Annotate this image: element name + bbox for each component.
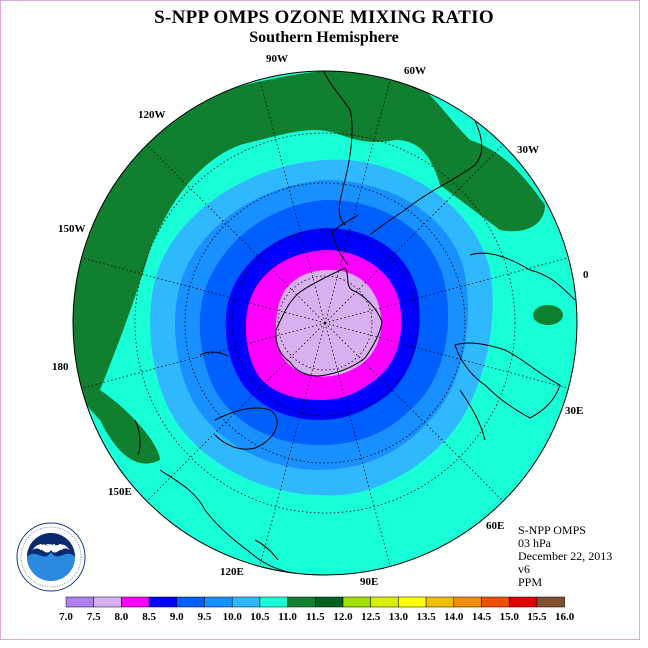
map-boundary [72,70,578,576]
colorbar-label: 14.5 [472,611,492,623]
map-subtitle: Southern Hemisphere [249,29,399,46]
colorbar-box [508,596,538,608]
colorbar-label: 7.0 [59,611,73,623]
lon-label-120w: 120W [138,109,166,121]
colorbar-box [342,596,371,608]
colorbar-label: 9.0 [170,611,184,623]
colorbar-box [121,596,150,608]
info-version: v6 [518,562,530,576]
colorbar-box [315,596,344,608]
figure-frame [0,0,640,640]
lon-label-150w: 150W [58,223,86,235]
colorbar-label: 10.5 [250,611,270,623]
colorbar-box [398,596,427,608]
noaa-logo-text: NOAA [39,543,63,552]
colorbar-box [425,596,455,608]
colorbar-label: 15.5 [527,611,547,623]
lon-label-120e: 120E [220,566,244,578]
colorbar-label: 11.0 [278,611,297,623]
colorbar-label: 12.0 [333,611,353,623]
colorbar-label: 12.5 [361,611,381,623]
colorbar-box [176,596,205,608]
colorbar-box [65,596,94,608]
colorbar-label: 8.5 [142,611,156,623]
colorbar-label: 13.0 [389,611,409,623]
colorbar-box [259,596,288,608]
lon-label-150e: 150E [108,486,132,498]
colorbar-label: 13.5 [416,611,436,623]
lon-label-90w: 90W [266,53,288,65]
colorbar-box [148,596,178,608]
lon-label-60w: 60W [404,65,426,77]
colorbar-box [287,596,316,608]
info-instrument: S-NPP OMPS [518,523,586,537]
ozone-band-11-5 [73,71,545,464]
lon-label-30w: 30W [517,144,539,156]
colorbar-label: 9.5 [198,611,212,623]
colorbar-label: 10.0 [223,611,243,623]
colorbar-box [231,596,261,608]
colorbar-label: 8.0 [115,611,129,623]
map-title: S-NPP OMPS OZONE MIXING RATIO [154,7,494,28]
colorbar-label: 14.0 [444,611,464,623]
info-date: December 22, 2013 [518,549,613,563]
colorbar-box [453,596,482,608]
colorbar-box [536,596,565,608]
colorbar-label: 16.0 [555,611,575,623]
lon-label-60e: 60E [486,520,504,532]
colorbar-box [204,596,233,608]
colorbar-box [481,596,510,608]
colorbar-box [370,596,399,608]
lon-label-30e: 30E [565,405,583,417]
info-level: 03 hPa [518,536,551,550]
lon-label-90e: 90E [360,576,378,588]
lon-label-0: 0 [583,269,589,281]
noaa-logo: NOAA [16,522,86,592]
ozone-core-8-0 [276,269,382,377]
ozone-patch-11-5 [533,305,563,325]
info-units: PPM [518,575,543,589]
lon-label-180: 180 [52,361,69,373]
colorbar-label: 7.5 [87,611,101,623]
colorbar-label: 15.0 [500,611,520,623]
colorbar-label: 11.5 [306,611,325,623]
colorbar-box [93,596,122,608]
